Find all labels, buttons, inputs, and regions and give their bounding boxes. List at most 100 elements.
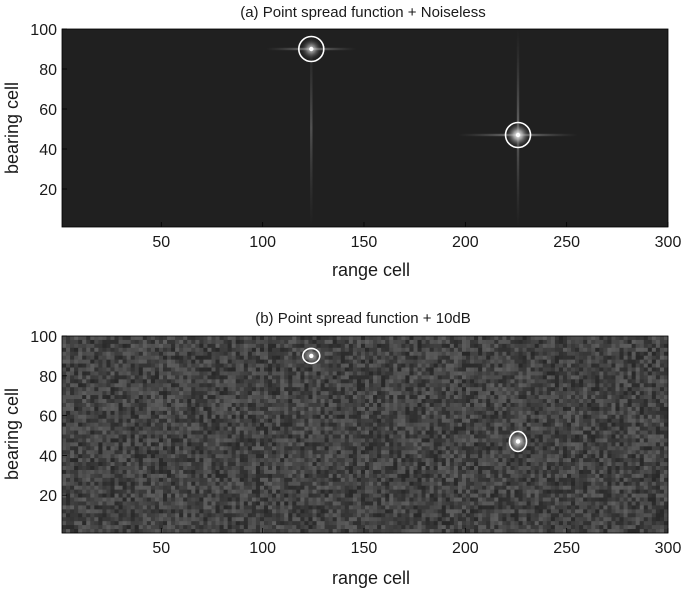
noise-cell xyxy=(316,363,321,368)
noise-cell xyxy=(571,406,576,412)
noise-cell xyxy=(316,434,321,439)
noise-cell xyxy=(264,438,269,443)
noise-cell xyxy=(312,462,317,467)
noise-cell xyxy=(546,458,552,463)
noise-cell xyxy=(575,383,580,388)
noise-cell xyxy=(530,336,535,341)
noise-cell xyxy=(66,466,71,471)
noise-cell xyxy=(631,387,636,392)
noise-cell xyxy=(530,402,535,408)
noise-cell xyxy=(74,391,79,396)
noise-cell xyxy=(356,450,362,455)
noise-cell xyxy=(393,442,398,447)
noise-cell xyxy=(344,343,350,349)
noise-cell xyxy=(324,406,329,412)
noise-cell xyxy=(623,438,628,443)
noise-cell xyxy=(183,450,188,455)
noise-cell xyxy=(308,387,313,392)
noise-cell xyxy=(530,458,535,463)
noise-cell xyxy=(498,387,503,392)
noise-cell xyxy=(470,442,475,447)
noise-cell xyxy=(470,387,475,392)
noise-cell xyxy=(276,422,281,427)
noise-cell xyxy=(163,414,168,420)
noise-cell xyxy=(134,426,140,431)
noise-cell xyxy=(498,347,503,353)
noise-cell xyxy=(607,399,612,404)
noise-cell xyxy=(651,399,657,404)
noise-cell xyxy=(583,395,588,400)
noise-cell xyxy=(393,339,398,345)
noise-cell xyxy=(82,402,87,408)
noise-cell xyxy=(175,406,180,412)
noise-cell xyxy=(146,422,152,427)
noise-cell xyxy=(615,406,620,412)
noise-cell xyxy=(211,399,216,404)
noise-cell xyxy=(631,458,636,463)
noise-cell xyxy=(122,410,127,416)
noise-cell xyxy=(522,375,527,380)
noise-cell xyxy=(623,410,628,416)
noise-cell xyxy=(211,367,216,372)
noise-cell xyxy=(300,438,305,443)
noise-cell xyxy=(546,347,552,353)
noise-cell xyxy=(498,336,503,341)
noise-cell xyxy=(502,355,507,360)
noise-cell xyxy=(199,351,204,356)
noise-cell xyxy=(239,367,245,372)
noise-cell xyxy=(316,339,321,345)
noise-cell xyxy=(276,454,281,459)
noise-cell xyxy=(502,395,507,400)
noise-cell xyxy=(215,438,220,443)
noise-cell xyxy=(445,434,451,439)
noise-cell xyxy=(369,414,374,420)
x-tick-label: 50 xyxy=(152,234,170,251)
noise-cell xyxy=(558,383,564,388)
noise-cell xyxy=(175,371,180,376)
noise-cell xyxy=(369,347,374,353)
noise-cell xyxy=(255,430,261,435)
noise-cell xyxy=(146,367,152,372)
noise-cell xyxy=(94,359,99,364)
noise-cell xyxy=(195,446,200,451)
noise-cell xyxy=(474,387,479,392)
noise-cell xyxy=(623,402,628,408)
noise-cell xyxy=(639,426,645,431)
noise-cell xyxy=(183,462,188,467)
noise-cell xyxy=(538,387,544,392)
noise-cell xyxy=(356,399,362,404)
noise-cell xyxy=(62,430,67,435)
noise-cell xyxy=(425,406,430,412)
noise-cell xyxy=(183,434,188,439)
noise-cell xyxy=(179,351,184,356)
noise-cell xyxy=(413,406,418,412)
noise-cell xyxy=(247,430,253,435)
noise-cell xyxy=(255,367,261,372)
noise-cell xyxy=(239,339,245,345)
noise-cell xyxy=(490,402,495,408)
noise-cell xyxy=(437,387,443,392)
noise-cell xyxy=(526,414,531,420)
noise-cell xyxy=(389,422,394,427)
noise-cell xyxy=(401,387,406,392)
noise-cell xyxy=(255,402,261,408)
noise-cell xyxy=(587,426,592,431)
noise-cell xyxy=(114,395,119,400)
noise-cell xyxy=(138,367,144,372)
noise-cell xyxy=(603,363,608,368)
noise-cell xyxy=(385,371,390,376)
noise-cell xyxy=(110,458,115,463)
noise-cell xyxy=(385,355,390,360)
noise-cell xyxy=(599,410,604,416)
noise-cell xyxy=(490,387,495,392)
noise-cell xyxy=(571,414,576,420)
noise-cell xyxy=(651,442,657,447)
noise-cell xyxy=(348,336,354,341)
noise-cell xyxy=(631,383,636,388)
noise-cell xyxy=(437,458,443,463)
noise-cell xyxy=(167,450,172,455)
noise-cell xyxy=(304,430,309,435)
noise-cell xyxy=(385,406,390,412)
noise-cell xyxy=(191,462,196,467)
noise-cell xyxy=(183,343,188,349)
